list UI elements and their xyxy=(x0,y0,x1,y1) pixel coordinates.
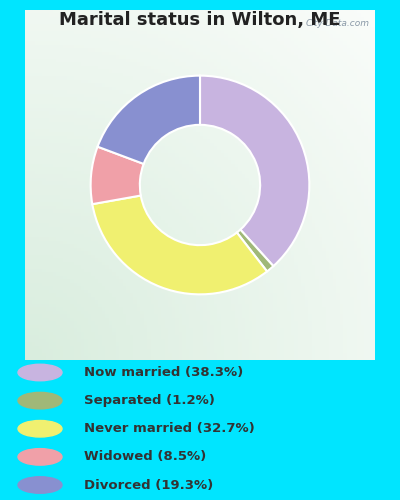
Wedge shape xyxy=(237,230,273,272)
Text: Divorced (19.3%): Divorced (19.3%) xyxy=(84,478,213,492)
Text: City-Data.com: City-Data.com xyxy=(306,18,370,28)
Circle shape xyxy=(18,448,62,465)
Circle shape xyxy=(18,364,62,381)
Text: Now married (38.3%): Now married (38.3%) xyxy=(84,366,243,379)
Text: Marital status in Wilton, ME: Marital status in Wilton, ME xyxy=(59,11,341,29)
Wedge shape xyxy=(98,76,200,164)
Wedge shape xyxy=(91,146,144,204)
Circle shape xyxy=(18,392,62,409)
Text: Widowed (8.5%): Widowed (8.5%) xyxy=(84,450,206,464)
Wedge shape xyxy=(200,76,309,266)
Circle shape xyxy=(18,477,62,493)
Wedge shape xyxy=(92,196,267,294)
Text: Separated (1.2%): Separated (1.2%) xyxy=(84,394,215,407)
Text: Never married (32.7%): Never married (32.7%) xyxy=(84,422,255,435)
Circle shape xyxy=(18,420,62,437)
